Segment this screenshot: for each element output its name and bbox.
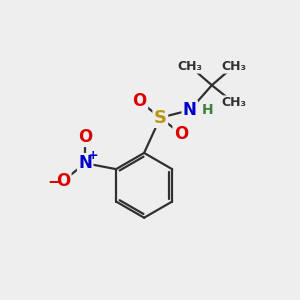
Text: +: + <box>87 148 98 161</box>
Text: O: O <box>56 172 70 190</box>
Text: S: S <box>154 109 167 127</box>
Text: N: N <box>183 101 197 119</box>
Text: H: H <box>202 103 213 117</box>
Text: CH₃: CH₃ <box>221 96 246 110</box>
Text: O: O <box>174 125 188 143</box>
Text: N: N <box>78 154 92 172</box>
Text: O: O <box>78 128 92 146</box>
Text: −: − <box>47 172 61 190</box>
Text: O: O <box>133 92 147 110</box>
Text: CH₃: CH₃ <box>177 60 202 73</box>
Text: CH₃: CH₃ <box>221 60 246 73</box>
